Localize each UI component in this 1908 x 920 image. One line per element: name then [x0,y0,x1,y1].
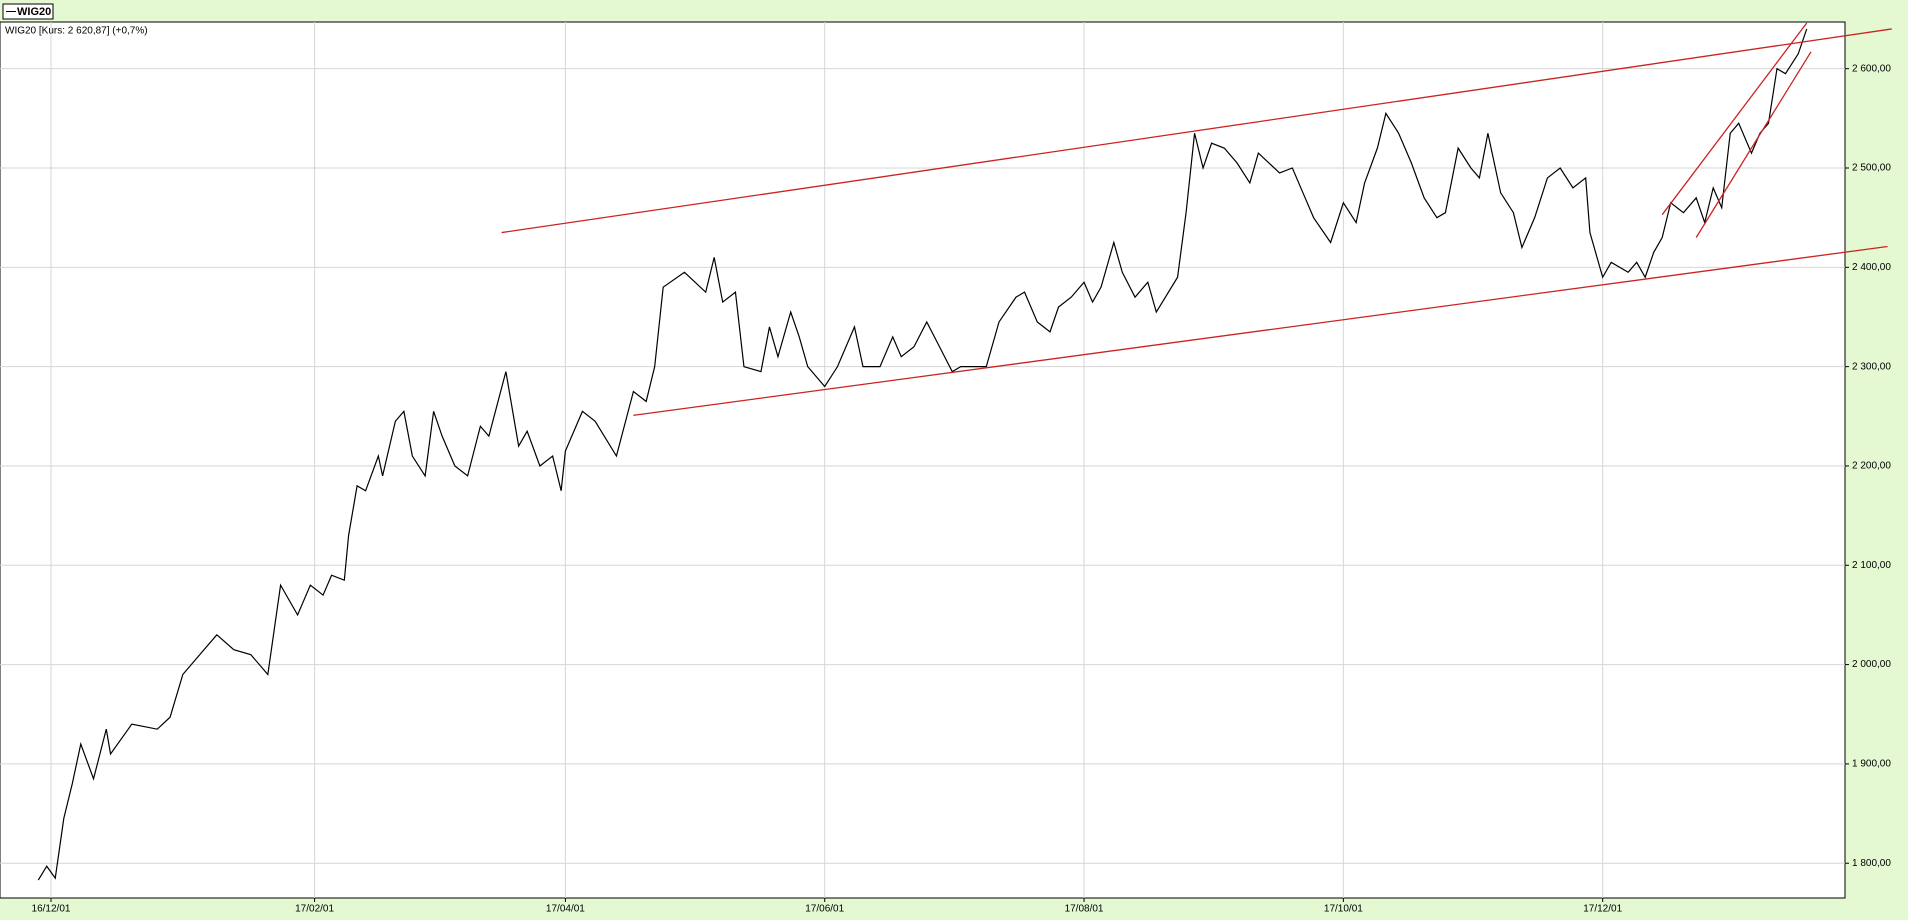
y-tick-label: 2 200,00 [1852,461,1891,472]
y-tick-label: 2 600,00 [1852,63,1891,74]
x-tick-label: 17/08/01 [1065,904,1104,915]
legend-label: WIG20 [17,6,51,18]
plot-area [0,21,1846,899]
trend-line [633,245,1888,416]
y-tick-label: 1 800,00 [1852,858,1891,869]
y-tick-label: 2 000,00 [1852,659,1891,670]
trend-line [1661,22,1808,216]
x-tick-label: 17/12/01 [1583,904,1622,915]
series-line [37,28,1808,881]
legend-box [2,3,54,20]
x-tick-label: 16/12/01 [32,904,71,915]
trend-line [501,28,1892,234]
x-tick-label: 17/04/01 [546,904,585,915]
trend-line [1695,51,1812,238]
y-tick-label: 2 100,00 [1852,560,1891,571]
y-tick-label: 2 400,00 [1852,262,1891,273]
chart-subtitle: WIG20 [Kurs: 2 620,87] (+0,7%) [5,26,148,37]
y-tick-label: 2 500,00 [1852,163,1891,174]
x-tick-label: 17/02/01 [295,904,334,915]
y-tick-label: 1 900,00 [1852,759,1891,770]
x-tick-label: 17/06/01 [805,904,844,915]
x-tick-label: 17/10/01 [1324,904,1363,915]
y-tick-label: 2 300,00 [1852,361,1891,372]
